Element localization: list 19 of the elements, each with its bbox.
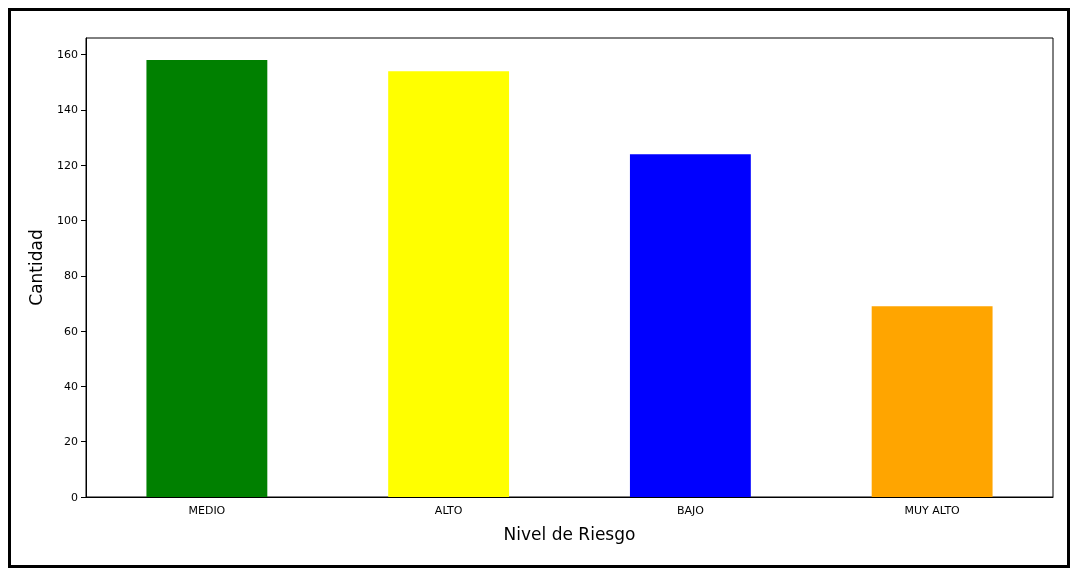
bar bbox=[629, 154, 751, 497]
y-tick-label: 100 bbox=[57, 213, 78, 227]
bar bbox=[871, 306, 993, 497]
x-tick-label: BAJO bbox=[676, 504, 705, 517]
y-axis-title: Cantidad bbox=[25, 229, 46, 306]
bar bbox=[146, 60, 268, 497]
x-tick-label: MUY ALTO bbox=[904, 504, 961, 517]
bar bbox=[388, 71, 510, 497]
y-tick-label: 80 bbox=[64, 269, 78, 283]
y-tick-label: 160 bbox=[57, 48, 78, 62]
x-axis-title: Nivel de Riesgo bbox=[503, 523, 636, 544]
y-tick-label: 40 bbox=[64, 379, 78, 393]
y-tick-label: 0 bbox=[71, 490, 78, 504]
x-tick-label: MEDIO bbox=[188, 504, 226, 517]
x-tick-label: ALTO bbox=[434, 504, 463, 517]
y-tick-label: 120 bbox=[57, 158, 78, 172]
y-tick-label: 140 bbox=[57, 103, 78, 117]
y-tick-label: 60 bbox=[64, 324, 78, 338]
y-tick-label: 20 bbox=[64, 435, 78, 449]
